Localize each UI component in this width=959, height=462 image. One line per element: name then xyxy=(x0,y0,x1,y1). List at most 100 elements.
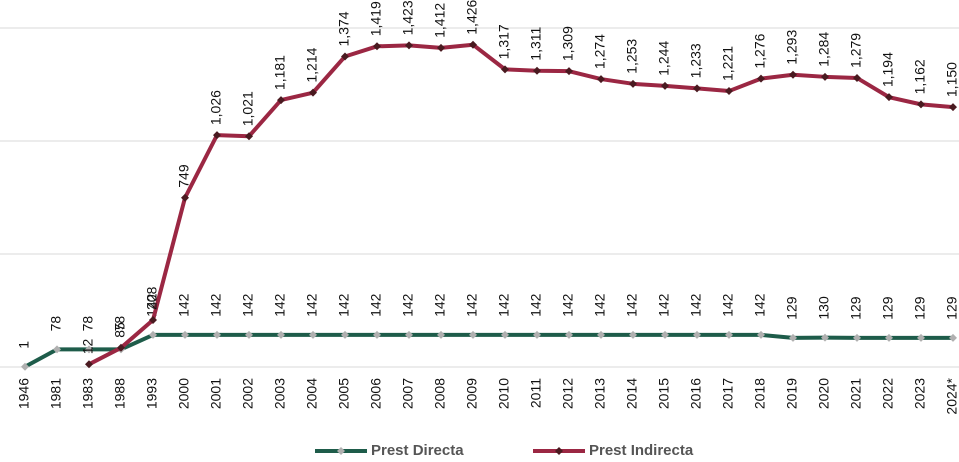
point-marker xyxy=(789,70,797,79)
point-marker xyxy=(469,40,477,49)
point-marker xyxy=(693,84,701,93)
point-marker xyxy=(373,42,381,51)
legend-marker xyxy=(337,447,345,455)
point-marker xyxy=(85,360,93,369)
data-label: 142 xyxy=(336,293,352,317)
x-tick-label: 1983 xyxy=(80,378,96,409)
data-label: 1 xyxy=(16,341,32,349)
data-label: 12 xyxy=(80,339,96,355)
point-marker xyxy=(245,330,253,339)
x-tick-label: 2011 xyxy=(528,378,544,408)
point-marker xyxy=(853,73,861,82)
data-label: 1,021 xyxy=(240,91,256,126)
data-label: 1,162 xyxy=(912,59,928,94)
data-label: 749 xyxy=(176,164,192,188)
data-label: 1,244 xyxy=(656,41,672,76)
data-label: 142 xyxy=(496,293,512,317)
point-marker xyxy=(885,333,893,342)
data-label: 142 xyxy=(464,293,480,317)
data-label: 1,374 xyxy=(336,11,352,46)
x-tick-label: 2000 xyxy=(176,378,192,409)
data-label: 129 xyxy=(880,296,896,320)
data-label: 1,026 xyxy=(208,90,224,125)
point-marker xyxy=(597,330,605,339)
point-marker xyxy=(725,330,733,339)
x-tick-label: 2018 xyxy=(752,378,768,409)
point-marker xyxy=(949,103,957,112)
point-marker xyxy=(341,52,349,61)
point-marker xyxy=(437,330,445,339)
x-tick-label: 2024* xyxy=(944,377,959,414)
x-tick-label: 2008 xyxy=(432,378,448,409)
data-label: 1,311 xyxy=(528,27,544,61)
x-tick-label: 2010 xyxy=(496,378,512,409)
x-tick-label: 1981 xyxy=(48,378,64,409)
data-label: 142 xyxy=(688,293,704,317)
data-label: 1,274 xyxy=(592,34,608,69)
point-marker xyxy=(149,330,157,339)
data-label: 1,214 xyxy=(304,47,320,82)
x-tick-label: 1946 xyxy=(16,378,32,409)
point-marker xyxy=(277,96,285,105)
point-marker xyxy=(277,330,285,339)
x-tick-label: 2006 xyxy=(368,378,384,409)
data-label: 142 xyxy=(624,293,640,317)
data-label: 78 xyxy=(112,316,128,332)
x-tick-label: 1993 xyxy=(144,378,160,409)
x-tick-label: 2007 xyxy=(400,378,416,409)
data-label: 129 xyxy=(784,296,800,320)
point-marker xyxy=(85,345,93,354)
point-marker xyxy=(181,193,189,202)
point-marker xyxy=(853,333,861,342)
x-tick-label: 2002 xyxy=(240,378,256,409)
data-label: 1,309 xyxy=(560,26,576,61)
data-label: 1,426 xyxy=(464,0,480,35)
data-label: 142 xyxy=(592,293,608,317)
x-tick-label: 2012 xyxy=(560,378,576,409)
point-marker xyxy=(309,88,317,97)
data-label: 142 xyxy=(528,293,544,317)
data-label: 142 xyxy=(560,293,576,317)
data-label: 1,279 xyxy=(848,33,864,68)
data-label: 142 xyxy=(432,293,448,317)
x-tick-label: 2003 xyxy=(272,378,288,409)
point-marker xyxy=(565,67,573,76)
point-marker xyxy=(501,65,509,74)
point-marker xyxy=(53,345,61,354)
data-label: 208 xyxy=(144,286,160,310)
point-marker xyxy=(693,330,701,339)
data-label: 1,194 xyxy=(880,52,896,87)
point-marker xyxy=(725,87,733,96)
point-marker xyxy=(949,333,957,342)
data-label: 142 xyxy=(368,293,384,317)
point-marker xyxy=(661,330,669,339)
data-label: 142 xyxy=(240,293,256,317)
point-marker xyxy=(629,330,637,339)
data-label: 142 xyxy=(304,293,320,317)
data-label: 142 xyxy=(400,293,416,317)
point-marker xyxy=(309,330,317,339)
point-marker xyxy=(917,333,925,342)
x-tick-label: 2015 xyxy=(656,378,672,409)
legend-marker xyxy=(555,447,563,455)
point-marker xyxy=(629,79,637,88)
x-tick-label: 2022 xyxy=(880,378,896,409)
data-label: 129 xyxy=(944,296,959,320)
data-label: 1,221 xyxy=(720,46,736,81)
point-marker xyxy=(533,330,541,339)
x-tick-label: 2009 xyxy=(464,378,480,409)
point-marker xyxy=(341,330,349,339)
data-label: 142 xyxy=(208,293,224,317)
data-label: 142 xyxy=(656,293,672,317)
data-label: 1,284 xyxy=(816,32,832,67)
x-tick-label: 2020 xyxy=(816,378,832,409)
data-label: 1,276 xyxy=(752,33,768,68)
data-label: 142 xyxy=(752,293,768,317)
data-label: 129 xyxy=(912,296,928,320)
point-marker xyxy=(501,330,509,339)
point-marker xyxy=(181,330,189,339)
point-marker xyxy=(469,330,477,339)
series-line xyxy=(24,332,953,369)
point-marker xyxy=(213,330,221,339)
